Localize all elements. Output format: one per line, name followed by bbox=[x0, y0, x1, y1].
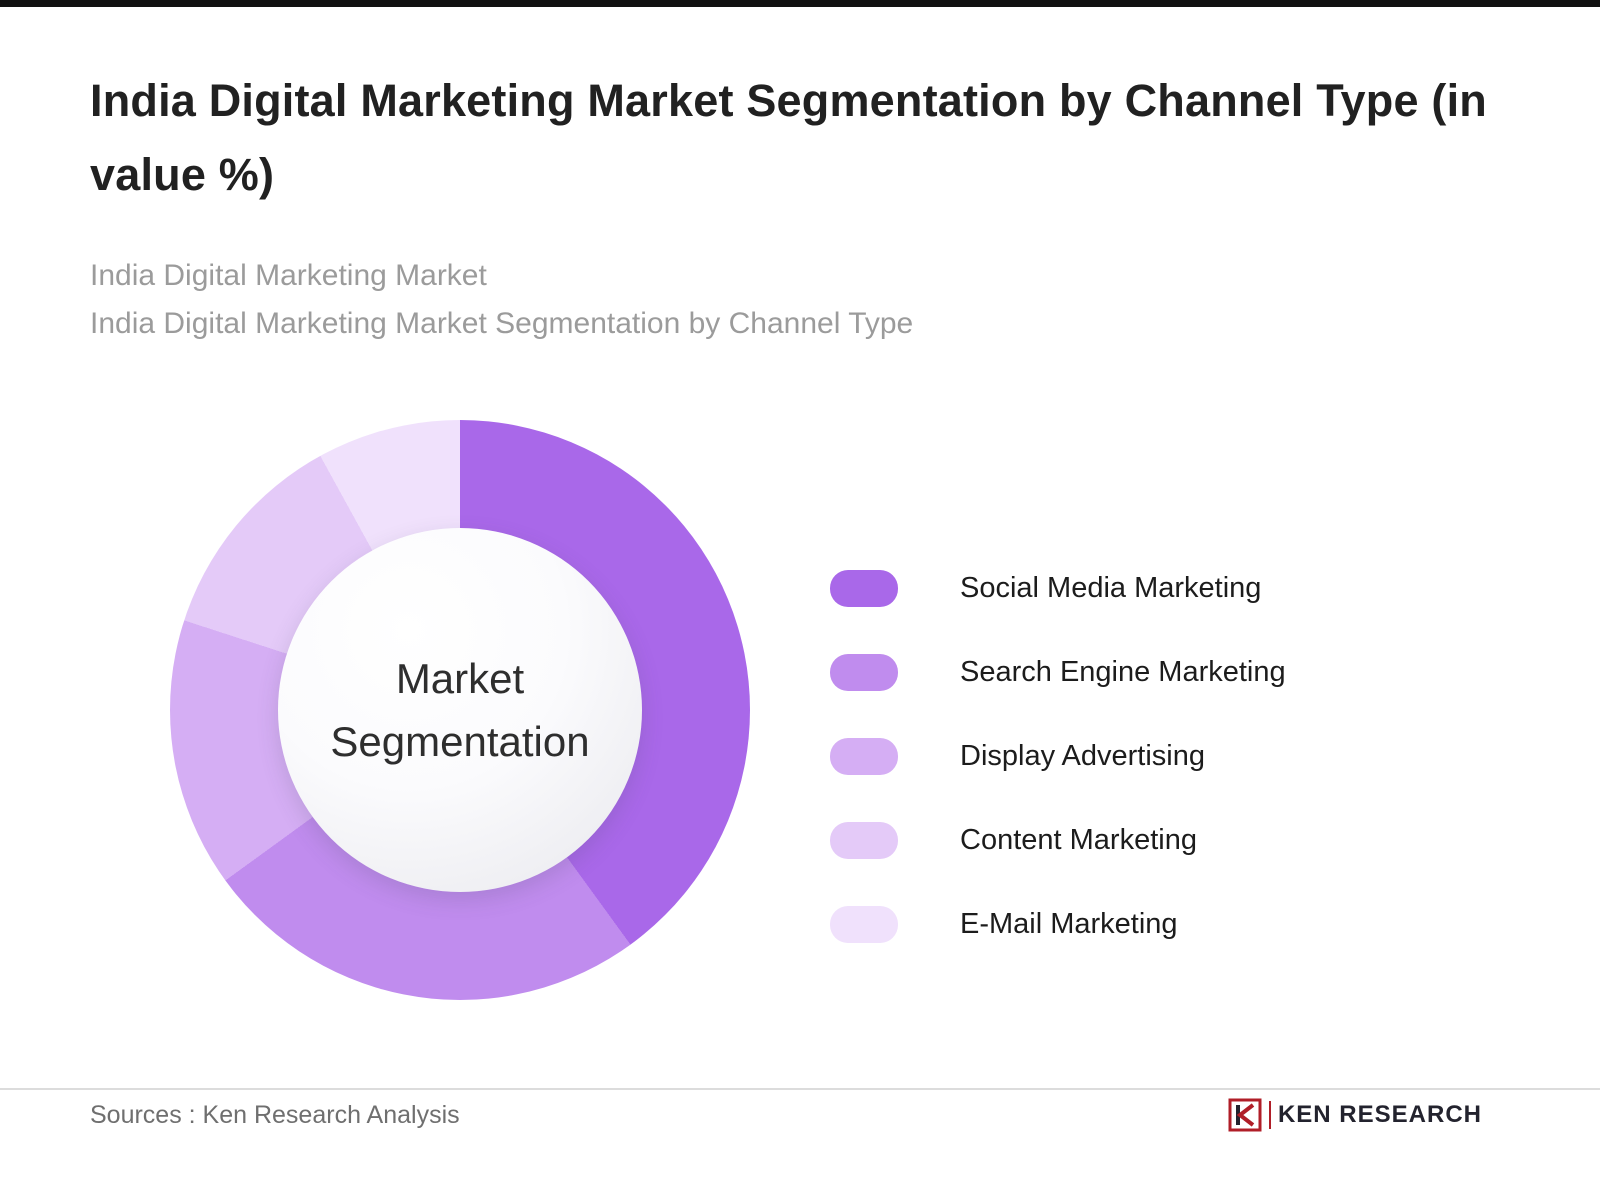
legend-label: Search Engine Marketing bbox=[960, 655, 1286, 688]
legend-item: E-Mail Marketing bbox=[830, 882, 1286, 966]
legend-swatch bbox=[830, 821, 898, 859]
subtitle-line-1: India Digital Marketing Market bbox=[90, 259, 487, 292]
legend-swatch bbox=[830, 569, 898, 607]
donut-chart: Market Segmentation bbox=[170, 420, 750, 1000]
chart-legend: Social Media Marketing Search Engine Mark… bbox=[830, 546, 1286, 966]
legend-swatch bbox=[830, 653, 898, 691]
subtitle-line-2: India Digital Marketing Market Segmentat… bbox=[90, 307, 914, 340]
top-window-edge bbox=[0, 0, 1600, 7]
legend-label: E-Mail Marketing bbox=[960, 907, 1178, 940]
legend-item: Social Media Marketing bbox=[830, 546, 1286, 630]
footer-divider bbox=[0, 1088, 1600, 1090]
chart-subtitle: India Digital Marketing Market India Dig… bbox=[90, 252, 1390, 348]
legend-item: Display Advertising bbox=[830, 714, 1286, 798]
donut-center-label: Market Segmentation bbox=[330, 655, 590, 765]
legend-swatch bbox=[830, 905, 898, 943]
sources-note: Sources : Ken Research Analysis bbox=[90, 1101, 460, 1129]
legend-item: Content Marketing bbox=[830, 798, 1286, 882]
legend-label: Content Marketing bbox=[960, 823, 1197, 856]
page-title: India Digital Marketing Market Segmentat… bbox=[90, 75, 1487, 201]
legend-item: Search Engine Marketing bbox=[830, 630, 1286, 714]
legend-swatch bbox=[830, 737, 898, 775]
legend-label: Display Advertising bbox=[960, 739, 1205, 772]
donut-center: Market Segmentation bbox=[278, 528, 642, 892]
ken-research-logo-icon bbox=[1228, 1098, 1262, 1132]
brand-separator bbox=[1268, 1101, 1271, 1129]
brand-logo: KEN RESEARCH bbox=[1228, 1098, 1482, 1132]
brand-name: KEN RESEARCH bbox=[1277, 1101, 1482, 1128]
legend-label: Social Media Marketing bbox=[960, 571, 1262, 604]
